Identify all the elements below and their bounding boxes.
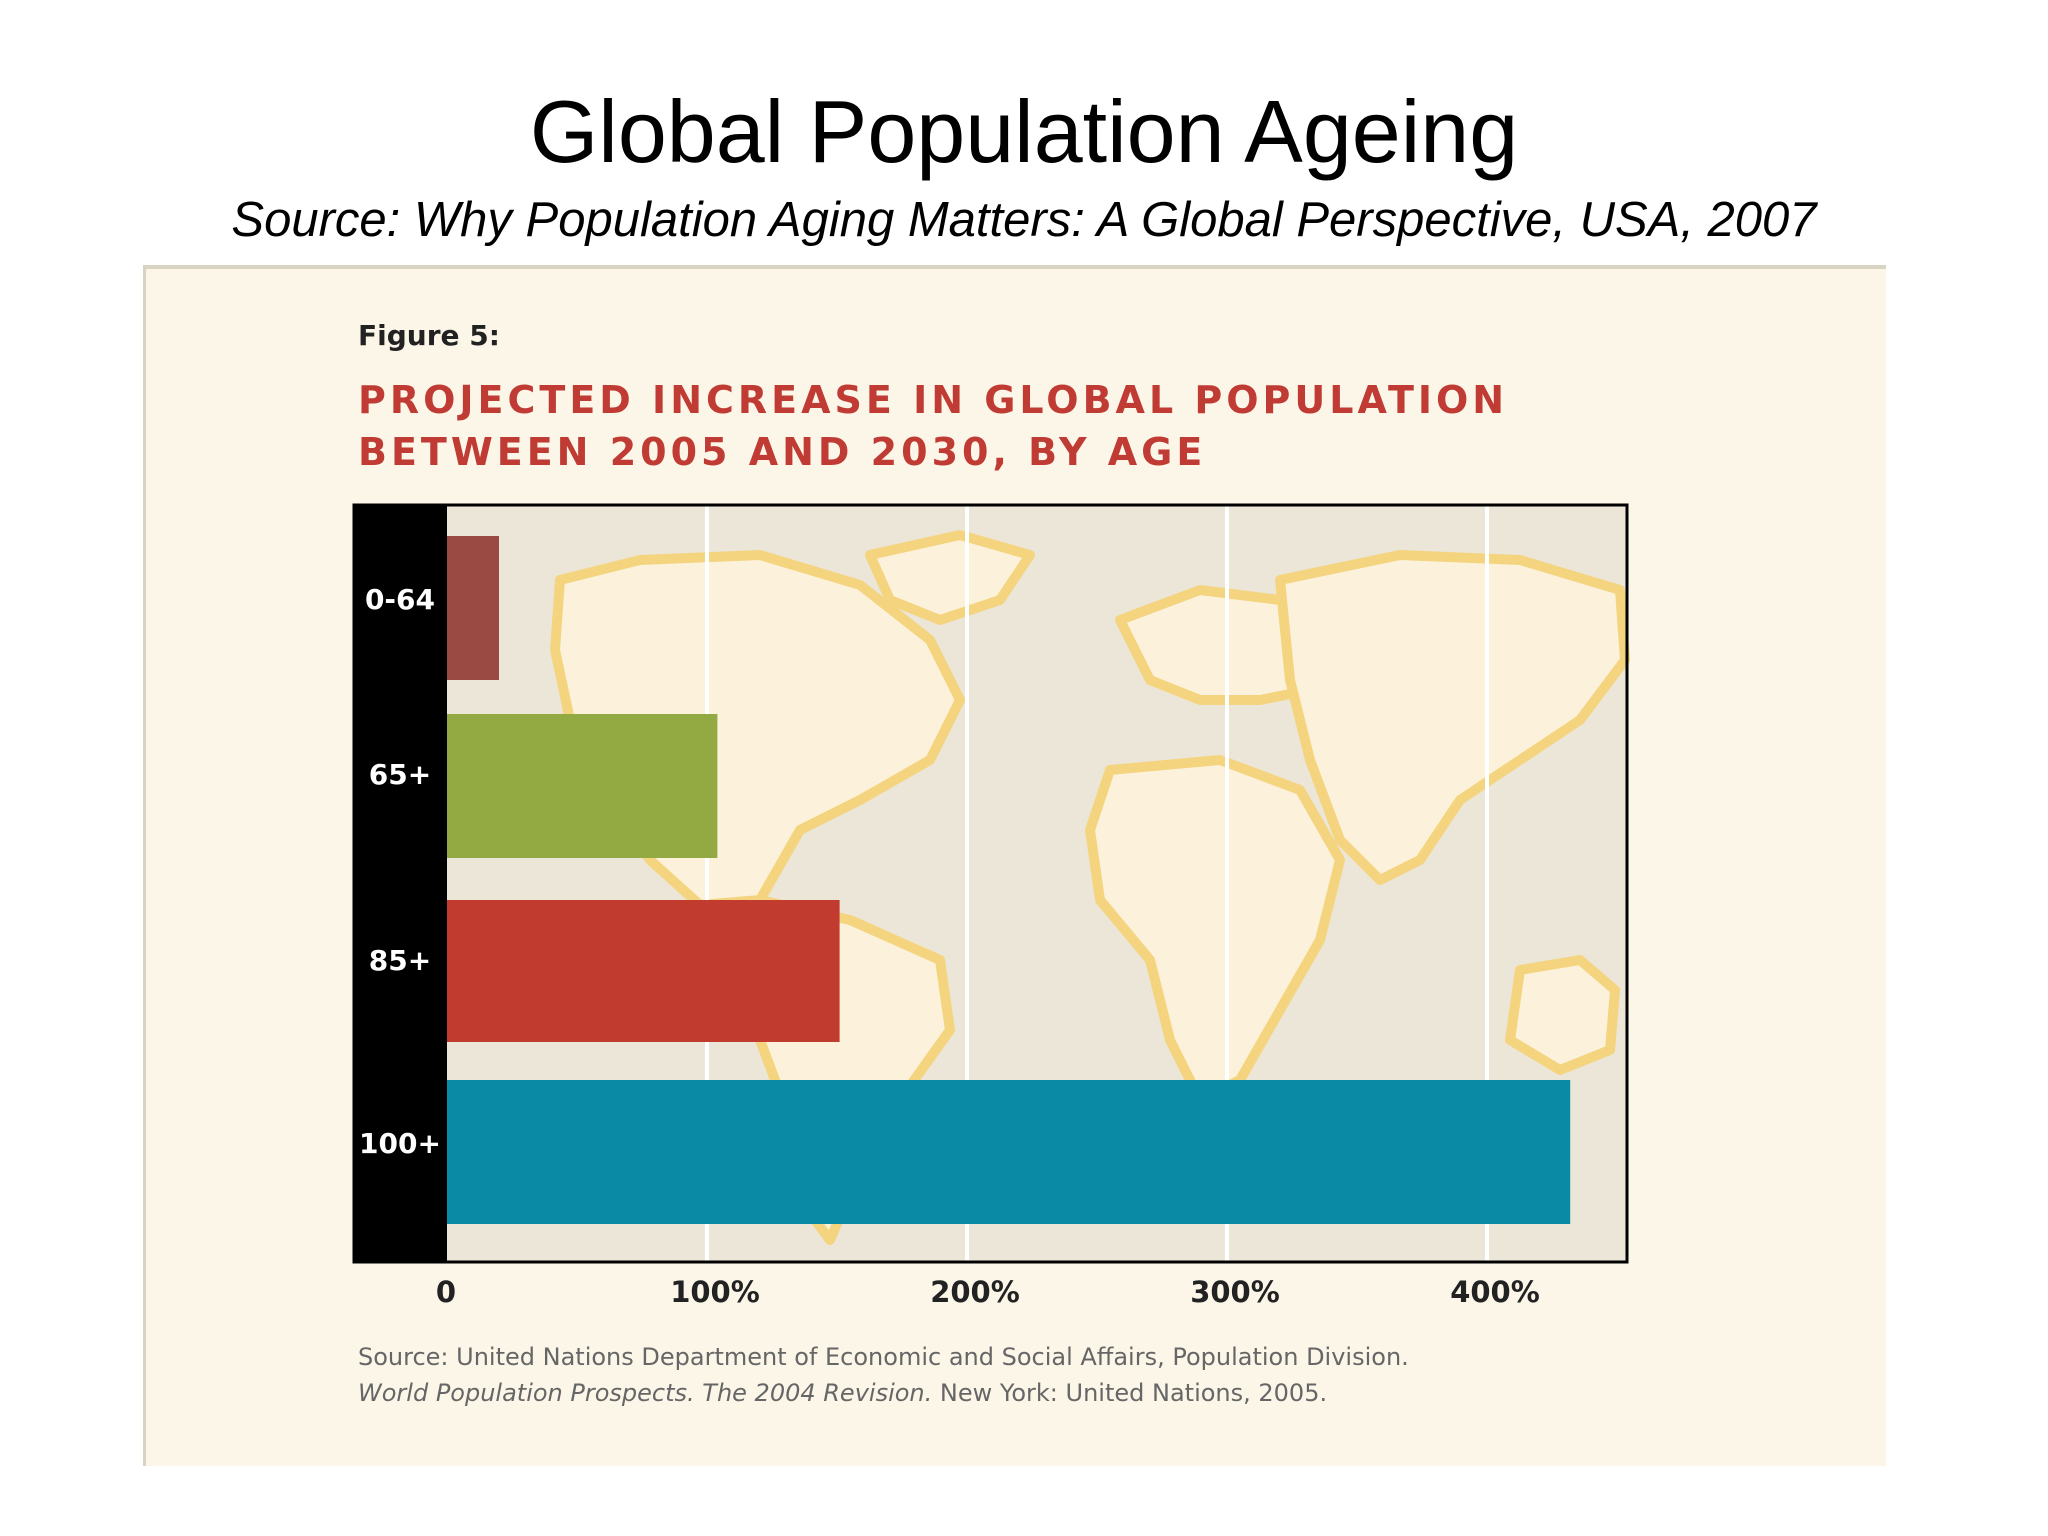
figure-label: Figure 5: <box>358 319 500 352</box>
source-reference: World Population Prospects. The 2004 Rev… <box>358 1379 933 1407</box>
source-publisher: New York: United Nations, 2005. <box>932 1379 1328 1407</box>
figure-source: Source: United Nations Department of Eco… <box>358 1339 1758 1411</box>
category-axis-band <box>353 505 447 1262</box>
x-tick-label: 0 <box>436 1275 456 1309</box>
x-tick-label: 400% <box>1450 1275 1540 1309</box>
category-label: 100+ <box>359 1127 441 1160</box>
x-tick-label: 200% <box>930 1275 1020 1309</box>
bars <box>447 536 1571 1224</box>
x-tick-label: 300% <box>1190 1275 1280 1309</box>
slide-title: Global Population Ageing <box>529 82 1519 181</box>
bar-100+ <box>447 1080 1571 1224</box>
figure-title: PROJECTED INCREASE IN GLOBAL POPULATION … <box>358 378 1509 474</box>
category-label: 65+ <box>369 758 431 791</box>
source-line-2: World Population Prospects. The 2004 Rev… <box>358 1375 1758 1411</box>
x-tick-labels: 0 100% 200% 300% 400% <box>436 1275 1540 1309</box>
category-label: 85+ <box>369 944 431 977</box>
slide-subtitle: Source: Why Population Aging Matters: A … <box>231 193 1817 247</box>
bar-0-64 <box>447 536 499 680</box>
category-labels: 0-64 65+ 85+ 100+ <box>359 583 441 1160</box>
plot-frame <box>352 503 1629 1264</box>
bar-85+ <box>447 900 840 1042</box>
source-line-1: Source: United Nations Department of Eco… <box>358 1343 1409 1371</box>
x-tick-label: 100% <box>670 1275 760 1309</box>
category-label: 0-64 <box>365 583 435 616</box>
bar-65+ <box>447 714 718 858</box>
